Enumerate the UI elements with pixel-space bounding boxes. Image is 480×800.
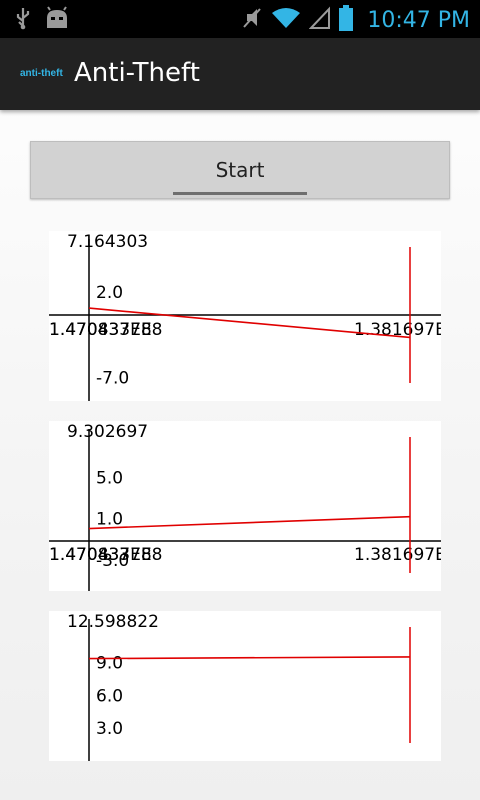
y-tick-label: 1.0 — [96, 510, 123, 530]
graph-3-canvas: 12.598822 9.0 6.0 3.0 — [67, 612, 411, 761]
x-tick-label: 1.4704337E8 — [49, 320, 163, 340]
y-max-label: 12.598822 — [67, 612, 159, 632]
y-tick-label: 9.0 — [96, 653, 123, 673]
graph-2: 9.302697 5.0 1.0 -3.0 1.470837E8 1.4704337E8 1… — [49, 421, 441, 591]
y-tick-label: 3.0 — [96, 719, 123, 739]
start-button[interactable]: Start — [30, 141, 450, 199]
button-focus-indicator — [173, 192, 307, 195]
graph-3: 12.598822 9.0 6.0 3.0 — [49, 611, 441, 761]
x-tick-label: 1.381697E — [354, 545, 441, 565]
y-max-label: 9.302697 — [67, 422, 148, 442]
android-debug-icon — [44, 6, 70, 34]
status-bar: 10:47 PM — [0, 0, 480, 38]
start-button-label: Start — [215, 158, 265, 182]
app-title: Anti-Theft — [74, 58, 200, 88]
graph-1: 7.164303 2.0 -7.0 1.470837E8 1.4704337E8 1.38… — [49, 231, 441, 401]
y-tick-label: 6.0 — [96, 686, 123, 706]
usb-icon — [14, 6, 32, 34]
y-tick-label: 5.0 — [96, 468, 123, 488]
signal-icon — [309, 6, 331, 34]
battery-icon — [339, 5, 354, 35]
status-time: 10:47 PM — [367, 7, 470, 33]
mute-icon — [241, 6, 263, 34]
app-logo[interactable]: anti-theft — [20, 68, 63, 79]
y-tick-label: -3.0 — [96, 551, 129, 571]
series-line — [88, 656, 411, 660]
x-tick-label: 1.470837E8 — [49, 320, 152, 340]
y-max-label: 7.164303 — [67, 232, 148, 252]
series-line — [88, 307, 411, 339]
action-bar: anti-theft Anti-Theft — [0, 38, 480, 110]
wifi-icon — [271, 6, 301, 34]
x-tick-label: 1.4704337E8 — [49, 545, 163, 565]
y-tick-label: 2.0 — [96, 283, 123, 303]
series-line — [88, 515, 411, 530]
x-tick-label: 1.470837E8 — [49, 545, 152, 565]
y-tick-label: -7.0 — [96, 368, 129, 388]
